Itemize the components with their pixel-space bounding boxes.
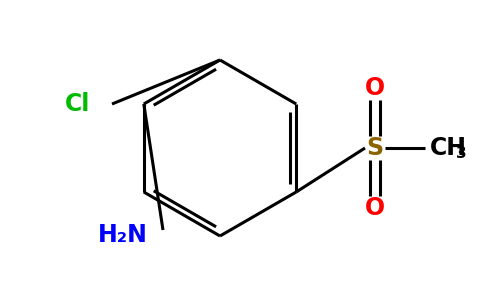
- Text: Cl: Cl: [65, 92, 90, 116]
- Text: O: O: [365, 196, 385, 220]
- Text: S: S: [366, 136, 383, 160]
- Text: CH: CH: [430, 136, 467, 160]
- Text: O: O: [365, 76, 385, 100]
- Text: H₂N: H₂N: [98, 223, 148, 247]
- Text: 3: 3: [456, 146, 467, 161]
